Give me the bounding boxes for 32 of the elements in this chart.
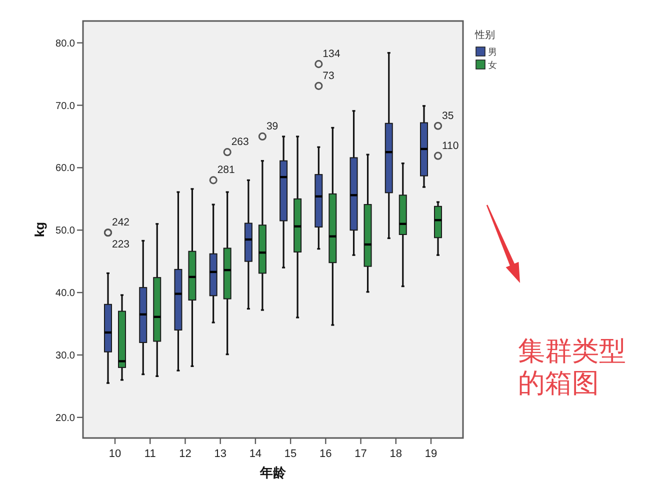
annotation: 110 <box>442 140 459 152</box>
x-tick-label: 13 <box>214 448 226 460</box>
y-tick-label: 30.0 <box>56 350 76 362</box>
legend-label: 男 <box>488 47 497 57</box>
y-tick-label: 60.0 <box>56 163 76 174</box>
annotation: 134 <box>322 48 340 60</box>
annotation: 35 <box>442 110 454 122</box>
x-tick-label: 16 <box>320 448 332 460</box>
y-tick-label: 80.0 <box>56 38 76 50</box>
x-tick-label: 17 <box>354 448 367 460</box>
annotation: 263 <box>231 136 250 148</box>
annotation: 242 <box>112 216 130 229</box>
annotation: 281 <box>217 164 236 176</box>
y-axis-title: kg <box>32 222 47 238</box>
y-tick-label: 20.0 <box>56 412 76 424</box>
x-tick-label: 19 <box>424 448 438 460</box>
annotation: 223 <box>112 238 130 251</box>
text: 集群类型的箱图 <box>518 336 626 399</box>
y-tick-label: 50.0 <box>56 226 76 237</box>
x-tick-label: 15 <box>284 448 297 460</box>
y-tick-label: 70.0 <box>56 100 76 112</box>
legend-title: 性别 <box>474 29 495 41</box>
x-tick-label: 18 <box>390 448 402 460</box>
x-tick-label: 12 <box>179 448 192 460</box>
annotation: 39 <box>266 120 278 132</box>
legend-label: 女 <box>488 60 497 70</box>
y-tick-label: 40.0 <box>56 288 76 300</box>
x-tick-label: 14 <box>249 448 262 460</box>
x-tick-label: 11 <box>144 448 156 460</box>
annotation: 73 <box>322 70 335 82</box>
x-axis-title: 年龄 <box>259 466 287 481</box>
x-tick-label: 10 <box>108 448 122 460</box>
